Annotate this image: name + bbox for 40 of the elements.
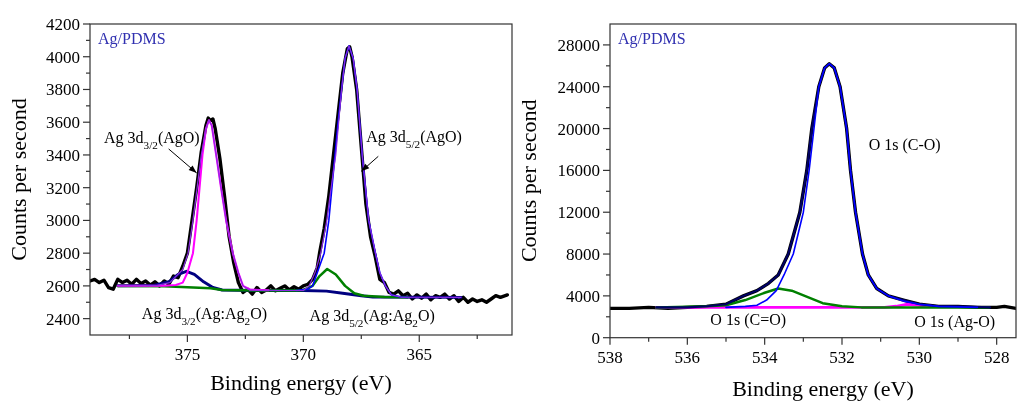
y-tick-label: 0 [591,328,600,348]
y-tick-label: 12000 [557,203,600,223]
y-tick-label: 28000 [557,35,600,55]
y-tick-label: 3400 [46,145,80,165]
x-tick-label: 370 [290,345,317,364]
y-tick-label: 4000 [46,47,80,67]
y-tick-label: 2400 [46,309,80,329]
y-tick-label: 8000 [566,245,600,265]
y-axis-title: Counts per second [6,98,31,261]
y-tick-label: 4000 [566,286,600,306]
x-tick-label: 365 [406,345,432,364]
x-axis-title: Binding energy (eV) [210,370,392,395]
annotation: Ag/PDMS [98,30,166,48]
y-tick-label: 2800 [46,244,80,264]
annotation: O 1s (Ag-O) [914,312,996,331]
annotation: Ag 3d$_{3/2}$(AgO) [104,128,200,151]
x-tick-label: 375 [174,345,201,364]
y-tick-label: 24000 [557,77,600,97]
y-axis-title: Counts per second [516,99,541,263]
annotation: Ag/PDMS [618,30,686,48]
y-tick-label: 16000 [557,161,600,181]
y-tick-label: 3200 [46,178,80,198]
y-tick-label: 3600 [46,113,80,133]
annotation: Ag 3d$_{5/2}$(AgO) [366,128,462,151]
annotation: O 1s (C-O) [868,135,941,154]
x-tick-label: 528 [983,347,1010,367]
x-tick-label: 532 [829,347,855,367]
y-tick-label: 3800 [46,80,80,100]
x-tick-label: 536 [674,347,701,367]
annotation: Ag 3d$_{5/2}$(Ag:Ag$_{2}$O) [309,307,435,330]
x-tick-label: 530 [906,347,933,367]
annotation: O 1s (C=O) [710,311,787,330]
y-tick-label: 3000 [46,211,80,231]
x-axis-title: Binding energy (eV) [732,376,914,401]
y-tick-label: 4200 [46,15,80,34]
annotation: Ag 3d$_{3/2}$(Ag:Ag$_{2}$O) [141,305,268,328]
x-tick-label: 534 [751,347,778,367]
y-tick-label: 2600 [46,276,80,296]
x-tick-label: 538 [597,347,623,367]
y-tick-label: 20000 [557,119,600,139]
